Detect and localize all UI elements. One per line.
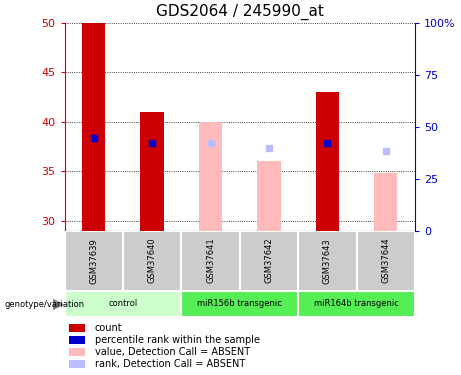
Bar [199,122,222,231]
Bar [65,291,181,317]
Bar [181,291,298,317]
Bar [240,231,298,291]
Text: GSM37639: GSM37639 [89,238,98,284]
Text: rank, Detection Call = ABSENT: rank, Detection Call = ABSENT [95,359,245,369]
Polygon shape [53,298,64,310]
Text: GSM37643: GSM37643 [323,238,332,284]
Title: GDS2064 / 245990_at: GDS2064 / 245990_at [156,3,324,20]
Bar [298,291,415,317]
Text: control: control [108,299,137,308]
Bar [141,112,164,231]
Text: miR156b transgenic: miR156b transgenic [197,299,282,308]
Text: percentile rank within the sample: percentile rank within the sample [95,335,260,345]
Text: GSM37640: GSM37640 [148,238,157,284]
Bar [123,231,181,291]
Text: value, Detection Call = ABSENT: value, Detection Call = ABSENT [95,347,249,357]
Bar [257,161,281,231]
Bar [374,173,397,231]
Text: GSM37641: GSM37641 [206,238,215,284]
Text: GSM37644: GSM37644 [381,238,390,284]
Text: miR164b transgenic: miR164b transgenic [314,299,399,308]
Bar [82,22,106,231]
Bar [65,231,123,291]
Bar [298,231,356,291]
Bar [356,231,415,291]
Bar [181,231,240,291]
Bar [316,92,339,231]
Text: count: count [95,323,122,333]
Text: genotype/variation: genotype/variation [5,300,85,309]
Text: GSM37642: GSM37642 [265,238,273,284]
